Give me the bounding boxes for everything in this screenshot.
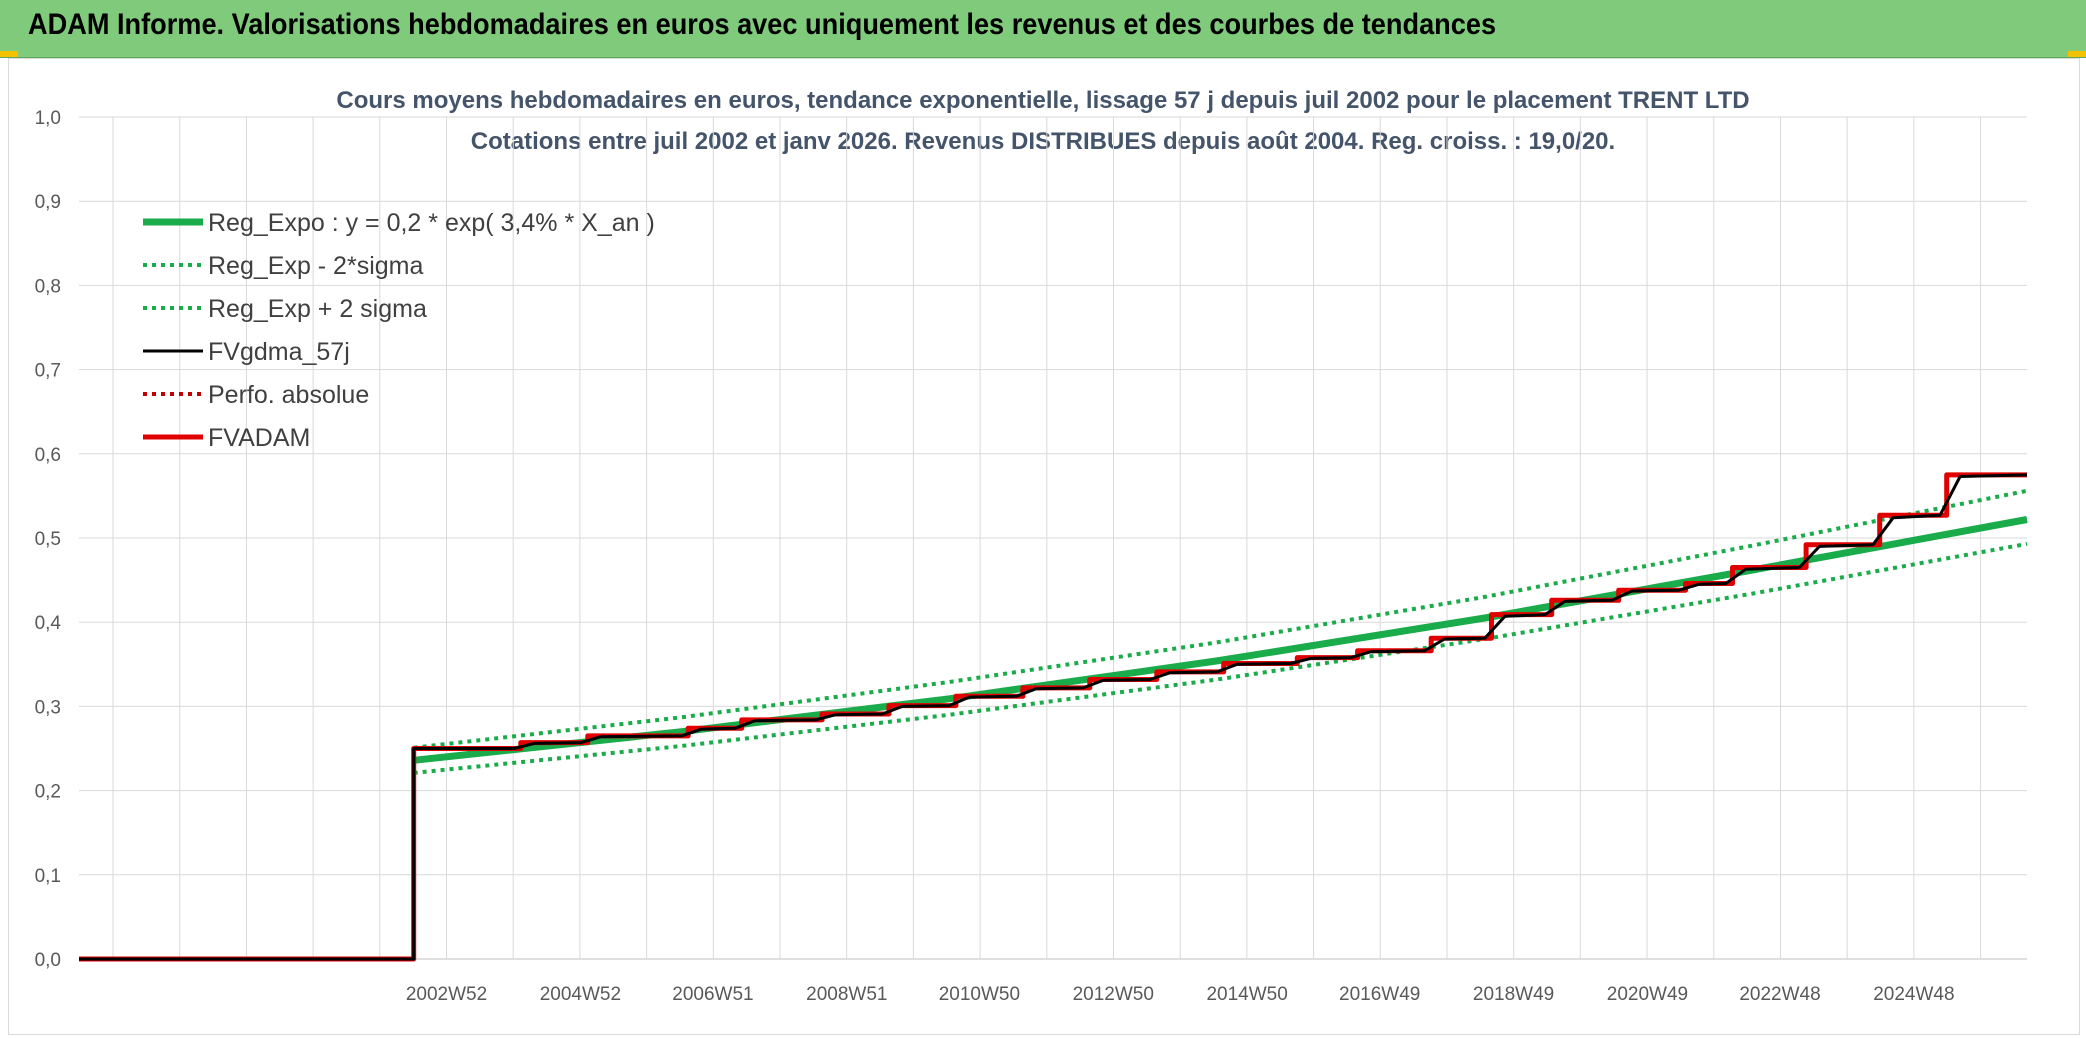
series-line-reg-exp-2-sigma [413,541,2028,775]
chart-subtitle: Cotations entre juil 2002 et janv 2026. … [471,128,1615,155]
x-tick-label: 2022W48 [1739,984,1820,1005]
x-tick-label: 2016W49 [1339,984,1420,1005]
grid-lines [79,116,2027,960]
legend-label: FVADAM [208,424,310,452]
corner-mark-right [2068,51,2086,57]
legend-label: Reg_Expo : y = 0,2 * exp( 3,4% * X_an ) [208,209,655,237]
report-title: ADAM Informe. Valorisations hebdomadaire… [28,8,1497,41]
legend-label: Reg_Exp - 2*sigma [208,252,423,280]
legend-label: Perfo. absolue [208,381,369,409]
x-tick-label: 2004W52 [540,984,621,1005]
x-axis-ticks: 2002W52 2004W52 2006W51 2008W51 2010W50 2012W… [406,984,1955,1005]
series-line-fvadam [79,472,2027,962]
x-tick-label: 2006W51 [672,984,753,1005]
x-tick-label: 2024W48 [1873,984,1954,1005]
x-tick-label: 2008W51 [806,984,887,1005]
x-tick-label: 2018W49 [1473,984,1554,1005]
y-tick-label: 0,0 [35,950,61,971]
y-tick-label: 0,6 [35,445,61,466]
y-tick-label: 0,1 [35,866,61,887]
corner-mark-left [0,51,18,57]
y-tick-label: 1,0 [35,108,61,129]
x-tick-label: 2002W52 [406,984,487,1005]
legend-label: FVgdma_57j [208,338,350,366]
y-tick-label: 0,2 [35,782,61,803]
y-tick-label: 0,4 [35,613,62,634]
x-tick-label: 2020W49 [1607,984,1688,1005]
x-tick-label: 2014W50 [1206,984,1287,1005]
chart-title: Cours moyens hebdomadaires en euros, ten… [336,87,1749,114]
y-axis-ticks: 0,0 0,1 0,2 0,3 0,4 0,5 0,6 0,7 0,8 0,9 1,0 [35,108,62,971]
series-line-reg-exp-2-sigma [413,488,2028,750]
x-tick-label: 2010W50 [939,984,1020,1005]
x-tick-label: 2012W50 [1073,984,1154,1005]
y-tick-label: 0,8 [35,276,61,297]
series-line-fvgdma-57j [79,473,2028,961]
chart-frame [8,58,2080,1035]
series-lines [79,472,2028,962]
legend: Reg_Expo : y = 0,2 * exp( 3,4% * X_an ) R… [143,209,655,452]
y-tick-label: 0,9 [35,192,61,213]
y-tick-label: 0,5 [35,529,61,550]
y-tick-label: 0,3 [35,697,61,718]
y-tick-label: 0,7 [35,361,61,382]
legend-label: Reg_Exp + 2 sigma [208,295,427,323]
report-banner: ADAM Informe. Valorisations hebdomadaire… [0,0,2086,58]
